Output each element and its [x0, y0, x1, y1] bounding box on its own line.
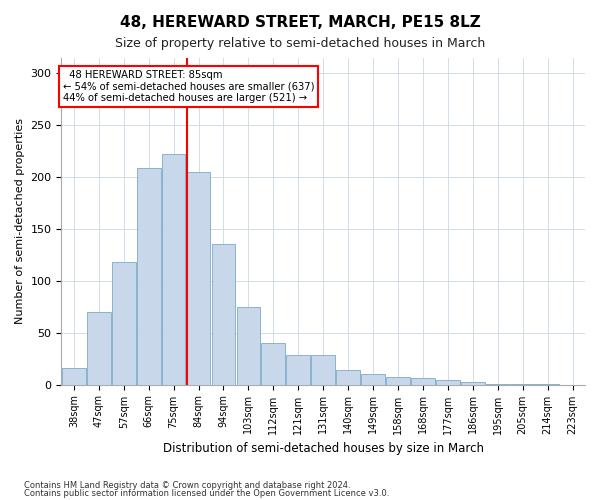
X-axis label: Distribution of semi-detached houses by size in March: Distribution of semi-detached houses by …	[163, 442, 484, 455]
Text: Contains public sector information licensed under the Open Government Licence v3: Contains public sector information licen…	[24, 489, 389, 498]
Text: 48 HEREWARD STREET: 85sqm
← 54% of semi-detached houses are smaller (637)
44% of: 48 HEREWARD STREET: 85sqm ← 54% of semi-…	[62, 70, 314, 103]
Bar	[137, 168, 161, 384]
Text: Contains HM Land Registry data © Crown copyright and database right 2024.: Contains HM Land Registry data © Crown c…	[24, 480, 350, 490]
Bar	[162, 154, 185, 384]
Bar	[212, 244, 235, 384]
Bar	[112, 262, 136, 384]
Bar	[386, 378, 410, 384]
Bar	[361, 374, 385, 384]
Bar	[62, 368, 86, 384]
Bar	[461, 382, 485, 384]
Bar	[187, 172, 211, 384]
Text: 48, HEREWARD STREET, MARCH, PE15 8LZ: 48, HEREWARD STREET, MARCH, PE15 8LZ	[119, 15, 481, 30]
Bar	[411, 378, 435, 384]
Bar	[236, 306, 260, 384]
Bar	[87, 312, 110, 384]
Text: Size of property relative to semi-detached houses in March: Size of property relative to semi-detach…	[115, 38, 485, 51]
Bar	[311, 356, 335, 384]
Bar	[436, 380, 460, 384]
Y-axis label: Number of semi-detached properties: Number of semi-detached properties	[15, 118, 25, 324]
Bar	[336, 370, 360, 384]
Bar	[286, 356, 310, 384]
Bar	[262, 343, 285, 384]
